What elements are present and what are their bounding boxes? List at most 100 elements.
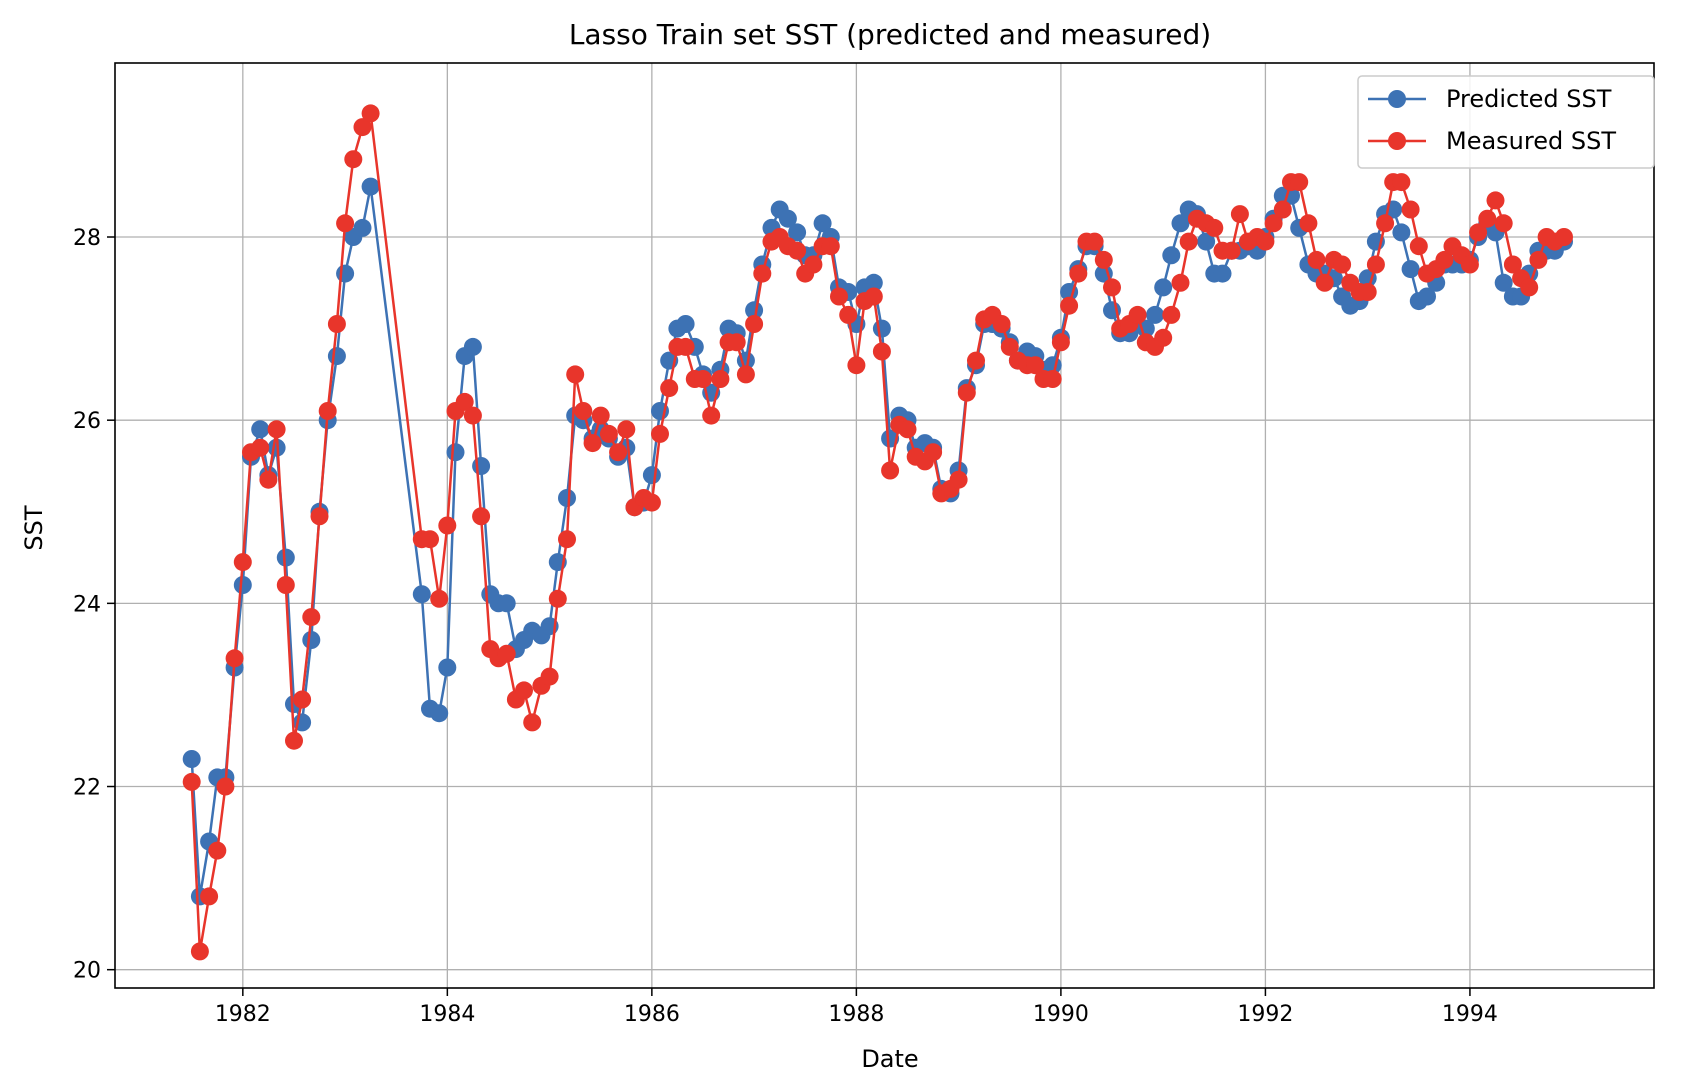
data-point-measured: [702, 406, 721, 425]
legend-marker-predicted: [1388, 90, 1406, 108]
y-tick-label: 28: [73, 226, 101, 251]
data-point-measured: [216, 777, 235, 796]
data-point-measured: [566, 365, 585, 384]
data-point-predicted: [438, 658, 457, 677]
data-point-predicted: [412, 585, 431, 604]
x-tick-label: 1994: [1442, 1002, 1498, 1027]
data-point-measured: [574, 402, 593, 420]
data-point-measured: [293, 690, 312, 709]
x-axis-ticks: 1982 1984 1986 1988 1990 1992 1994: [215, 988, 1498, 1027]
data-point-measured: [1299, 214, 1318, 233]
data-point-measured: [1520, 278, 1539, 297]
y-tick-label: 22: [73, 776, 101, 801]
x-tick-label: 1988: [828, 1002, 884, 1027]
data-point-measured: [430, 589, 449, 608]
legend-marker-measured: [1388, 132, 1406, 150]
y-tick-label: 26: [73, 409, 101, 434]
data-point-measured: [898, 420, 917, 439]
data-point-predicted: [446, 443, 465, 462]
data-point-measured: [1051, 333, 1070, 352]
data-point-measured: [1222, 241, 1241, 260]
legend-box: [1357, 75, 1655, 169]
data-point-measured: [1358, 283, 1377, 301]
legend-label-measured: Measured SST: [1446, 127, 1616, 155]
data-point-measured: [1290, 173, 1309, 192]
data-point-measured: [872, 342, 891, 361]
data-point-measured: [804, 255, 823, 274]
data-point-measured: [1085, 232, 1104, 251]
data-point-measured: [310, 507, 329, 526]
data-point-measured: [1205, 218, 1224, 237]
data-point-measured: [251, 438, 270, 457]
data-point-predicted: [302, 631, 321, 649]
data-point-measured: [1069, 264, 1088, 283]
data-point-predicted: [1494, 273, 1513, 292]
data-point-measured: [267, 420, 286, 439]
data-point-measured: [957, 383, 976, 402]
data-point-measured: [1315, 273, 1334, 292]
data-point-measured: [591, 406, 610, 425]
data-point-measured: [540, 667, 559, 686]
x-axis-label: Date: [861, 1045, 918, 1073]
data-point-measured: [727, 333, 746, 352]
data-point-measured: [1503, 255, 1522, 274]
data-point-measured: [233, 553, 252, 572]
data-point-measured: [1333, 255, 1352, 274]
data-point-measured: [599, 424, 618, 443]
data-point-measured: [1103, 278, 1121, 297]
data-point-measured: [1000, 337, 1019, 356]
data-point-measured: [558, 530, 576, 549]
data-point-measured: [259, 470, 278, 489]
data-point-predicted: [1401, 260, 1420, 279]
y-tick-label: 20: [73, 959, 101, 984]
data-point-measured: [515, 681, 533, 700]
data-point-predicted: [233, 576, 252, 594]
legend: Predicted SST Measured SST: [1357, 75, 1655, 169]
x-tick-label: 1982: [215, 1002, 271, 1027]
data-point-predicted: [276, 548, 295, 567]
x-tick-label: 1992: [1237, 1002, 1293, 1027]
data-point-measured: [830, 287, 848, 306]
data-point-measured: [1435, 250, 1454, 269]
data-series: [182, 104, 1573, 961]
data-point-measured: [182, 772, 201, 791]
grid-lines: [115, 63, 1654, 988]
data-point-measured: [839, 305, 858, 324]
data-point-measured: [463, 406, 482, 425]
data-point-measured: [753, 264, 772, 283]
data-point-measured: [1307, 250, 1326, 269]
data-point-predicted: [1154, 278, 1173, 297]
data-point-measured: [190, 942, 209, 961]
data-point-measured: [1043, 370, 1062, 388]
data-point-predicted: [463, 337, 482, 356]
data-point-measured: [583, 434, 602, 453]
data-point-measured: [1366, 255, 1385, 274]
data-point-predicted: [788, 223, 807, 242]
data-point-measured: [1264, 214, 1283, 233]
data-point-measured: [1409, 237, 1428, 256]
x-tick-label: 1986: [624, 1002, 680, 1027]
data-point-measured: [472, 507, 491, 526]
data-point-measured: [361, 104, 380, 123]
series-line-measured: [190, 112, 1565, 953]
data-point-predicted: [430, 704, 449, 723]
data-point-measured: [1256, 232, 1275, 251]
data-point-measured: [1154, 328, 1173, 347]
data-point-measured: [438, 516, 457, 535]
data-point-predicted: [472, 457, 491, 475]
data-point-predicted: [1213, 264, 1232, 283]
data-point-predicted: [182, 750, 201, 768]
data-point-measured: [1026, 356, 1045, 375]
data-point-measured: [1529, 250, 1548, 269]
data-point-measured: [421, 530, 439, 549]
data-point-measured: [1478, 209, 1497, 228]
data-point-predicted: [778, 209, 797, 228]
data-point-measured: [1094, 250, 1113, 269]
data-point-measured: [548, 589, 567, 608]
data-point-measured: [455, 392, 474, 411]
x-tick-label: 1990: [1033, 1002, 1089, 1027]
series-measured: [182, 104, 1573, 961]
data-point-measured: [1460, 255, 1479, 274]
data-point-measured: [694, 370, 712, 388]
